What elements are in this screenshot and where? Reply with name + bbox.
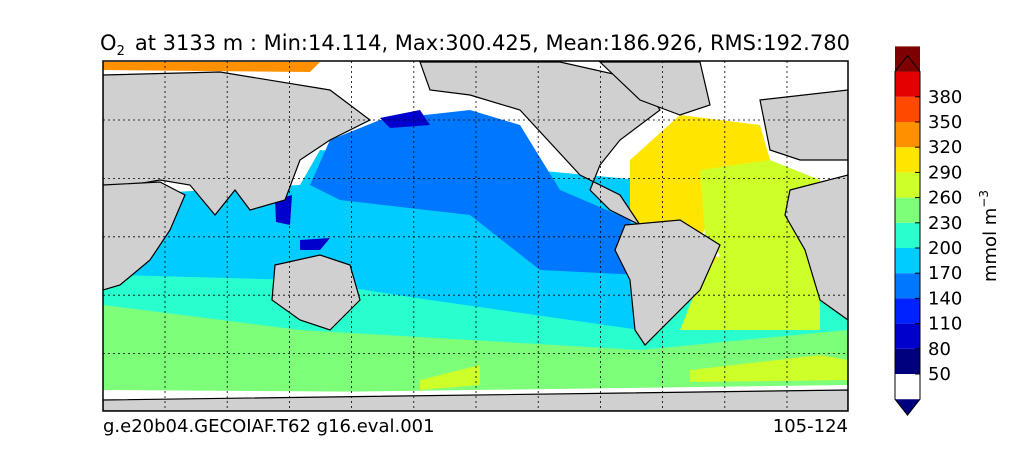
colorbar-segment: [895, 122, 920, 148]
colorbar-segment: [895, 46, 920, 72]
colorbar-tick-label: 80: [928, 339, 951, 360]
title-species: O: [100, 31, 117, 55]
colorbar-unit: mmol m: [980, 208, 1001, 282]
colorbar-tick-label: 200: [928, 238, 962, 259]
africa: [103, 181, 186, 291]
map-content: [103, 61, 848, 411]
colorbar-tick-label: 170: [928, 263, 962, 284]
colorbar-segment: [895, 348, 920, 374]
colorbar-tick-label: 350: [928, 112, 962, 133]
ocean-field: [103, 62, 520, 80]
colorbar-tick-label: 230: [928, 213, 962, 234]
colorbar-segment: [895, 147, 920, 173]
australia: [271, 254, 361, 331]
colorbar-label: mmol m−3: [977, 190, 1001, 282]
eurasia: [103, 71, 372, 216]
colorbar-exponent: −3: [977, 190, 991, 208]
africa-east: [784, 174, 848, 321]
map: [102, 60, 849, 412]
colorbar-segment: [895, 273, 920, 299]
greenland: [598, 61, 711, 116]
europe: [759, 89, 848, 161]
colorbar-segment: [895, 323, 920, 349]
colorbar: 50 80 110 140 170 200 230 260 290 320 350 380: [894, 46, 962, 417]
graticule: [103, 61, 848, 411]
antarctica: [103, 389, 848, 411]
colorbar-outline: [894, 54, 921, 417]
colorbar-tick-label: 260: [928, 188, 962, 209]
colorbar-segment: [895, 71, 920, 97]
colorbar-tick-label: 110: [928, 314, 962, 335]
colorbar-tick-label: 380: [928, 87, 962, 108]
colorbar-segment: [895, 197, 920, 223]
colorbar-segment: [895, 222, 920, 248]
colorbar-segment: [895, 172, 920, 198]
colorbar-segment: [895, 248, 920, 274]
south-america: [614, 219, 721, 346]
map-frame: [102, 60, 849, 412]
footer-right: 105-124: [773, 416, 848, 437]
colorbar-tick-label: 320: [928, 137, 962, 158]
ocean-field: [310, 110, 640, 275]
colorbar-extend-low: [895, 399, 920, 416]
colorbar-tick-label: 140: [928, 288, 962, 309]
footer-left: g.e20b04.GECOIAF.T62 g16.eval.001: [103, 416, 435, 437]
ocean-field: [420, 355, 848, 390]
title: O2 at 3133 m : Min:14.114, Max:300.425, M…: [100, 31, 850, 59]
ocean-field: [680, 160, 820, 330]
title-subscript: 2: [117, 44, 125, 59]
colorbar-segment: [895, 96, 920, 122]
ocean-field: [275, 110, 430, 250]
colorbar-tick-label: 290: [928, 162, 962, 183]
colorbar-segment: [895, 298, 920, 324]
title-text: at 3133 m : Min:14.114, Max:300.425, Mea…: [135, 31, 850, 55]
colorbar-tick-label: 50: [928, 364, 951, 385]
